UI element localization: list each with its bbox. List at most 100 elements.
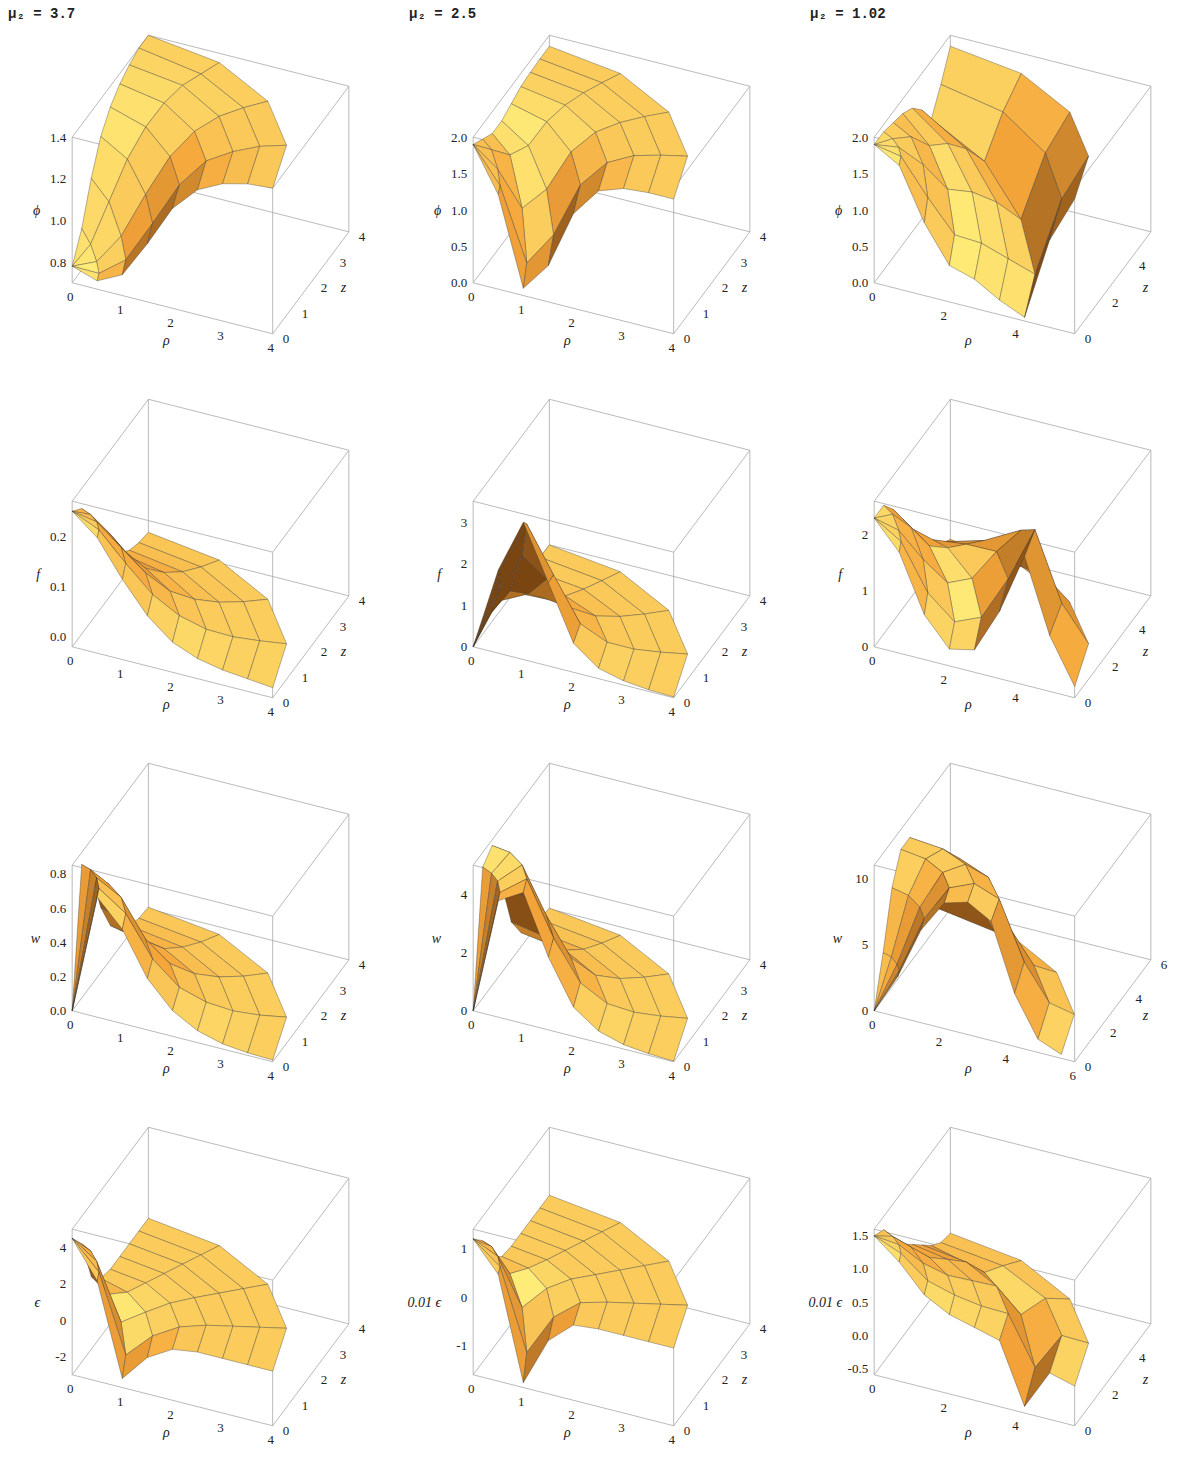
- svg-text:0: 0: [60, 1313, 67, 1328]
- svg-text:1: 1: [117, 666, 124, 681]
- svg-text:μ₂ = 3.7: μ₂ = 3.7: [8, 6, 75, 22]
- svg-text:z: z: [340, 644, 347, 659]
- svg-text:ϵ: ϵ: [35, 1295, 42, 1310]
- svg-text:1.0: 1.0: [50, 213, 66, 228]
- svg-text:2: 2: [167, 1043, 174, 1058]
- svg-text:0.2: 0.2: [50, 969, 66, 984]
- svg-text:2: 2: [167, 315, 174, 330]
- svg-text:z: z: [1142, 280, 1149, 295]
- svg-text:0: 0: [869, 1381, 876, 1396]
- svg-text:3: 3: [618, 692, 625, 707]
- svg-text:2: 2: [321, 1372, 328, 1387]
- svg-text:z: z: [741, 1372, 748, 1387]
- svg-text:2: 2: [60, 1276, 67, 1291]
- svg-text:ρ: ρ: [964, 697, 972, 712]
- svg-text:ρ: ρ: [964, 333, 972, 348]
- svg-text:2: 2: [321, 280, 328, 295]
- svg-text:0.1: 0.1: [50, 579, 66, 594]
- svg-text:0: 0: [684, 695, 691, 710]
- svg-text:3: 3: [461, 515, 468, 530]
- svg-text:4: 4: [1139, 622, 1146, 637]
- svg-text:2: 2: [568, 315, 575, 330]
- svg-text:0: 0: [1085, 1423, 1092, 1438]
- svg-text:0.8: 0.8: [50, 255, 66, 270]
- svg-text:2: 2: [461, 556, 468, 571]
- svg-text:2: 2: [862, 527, 869, 542]
- svg-text:1: 1: [117, 302, 124, 317]
- svg-text:z: z: [340, 1008, 347, 1023]
- svg-text:2: 2: [167, 679, 174, 694]
- svg-text:ρ: ρ: [964, 1425, 972, 1440]
- svg-text:0: 0: [67, 653, 74, 668]
- svg-text:2: 2: [461, 945, 468, 960]
- svg-text:0: 0: [869, 1017, 876, 1032]
- svg-text:2: 2: [722, 1008, 729, 1023]
- svg-text:10: 10: [855, 871, 868, 886]
- svg-text:0: 0: [869, 289, 876, 304]
- svg-text:-1: -1: [456, 1338, 467, 1353]
- svg-text:4: 4: [359, 229, 366, 244]
- svg-text:1.5: 1.5: [852, 1228, 868, 1243]
- svg-text:1: 1: [302, 1398, 309, 1413]
- svg-text:2: 2: [941, 1400, 948, 1415]
- svg-text:0: 0: [283, 1059, 290, 1074]
- svg-text:2: 2: [722, 280, 729, 295]
- svg-text:3: 3: [741, 619, 748, 634]
- svg-text:ϕ: ϕ: [835, 203, 842, 218]
- svg-text:w: w: [833, 931, 843, 946]
- svg-text:1: 1: [703, 1398, 710, 1413]
- svg-text:1: 1: [518, 1030, 525, 1045]
- svg-text:0: 0: [862, 639, 869, 654]
- svg-text:4: 4: [668, 340, 675, 355]
- svg-text:4: 4: [461, 887, 468, 902]
- svg-text:4: 4: [60, 1240, 67, 1255]
- svg-text:2: 2: [167, 1407, 174, 1422]
- svg-text:-0.5: -0.5: [848, 1361, 869, 1376]
- svg-text:2: 2: [722, 644, 729, 659]
- svg-text:-2: -2: [55, 1349, 66, 1364]
- svg-text:3: 3: [618, 328, 625, 343]
- svg-text:1: 1: [862, 583, 869, 598]
- svg-text:w: w: [31, 931, 41, 946]
- svg-text:0.5: 0.5: [852, 239, 868, 254]
- svg-text:2: 2: [321, 1008, 328, 1023]
- svg-text:4: 4: [1012, 690, 1019, 705]
- svg-text:2: 2: [1110, 1025, 1117, 1040]
- svg-text:4: 4: [760, 957, 767, 972]
- svg-text:0: 0: [1085, 1059, 1092, 1074]
- svg-text:4: 4: [760, 593, 767, 608]
- svg-text:0: 0: [1085, 331, 1092, 346]
- svg-text:4: 4: [1139, 1350, 1146, 1365]
- svg-text:0.8: 0.8: [50, 866, 66, 881]
- svg-text:3: 3: [340, 1347, 347, 1362]
- svg-text:1: 1: [703, 306, 710, 321]
- svg-text:3: 3: [340, 255, 347, 270]
- svg-text:4: 4: [359, 593, 366, 608]
- svg-text:1: 1: [461, 598, 468, 613]
- svg-text:4: 4: [668, 1432, 675, 1447]
- svg-text:0: 0: [461, 1290, 468, 1305]
- svg-text:z: z: [340, 1372, 347, 1387]
- svg-text:0: 0: [67, 1017, 74, 1032]
- svg-text:2: 2: [722, 1372, 729, 1387]
- svg-text:1: 1: [302, 1034, 309, 1049]
- svg-text:4: 4: [267, 1432, 274, 1447]
- svg-text:1: 1: [302, 306, 309, 321]
- svg-text:3: 3: [340, 983, 347, 998]
- svg-text:z: z: [1142, 1008, 1149, 1023]
- svg-text:0.0: 0.0: [50, 629, 66, 644]
- svg-text:4: 4: [267, 340, 274, 355]
- svg-text:1: 1: [703, 670, 710, 685]
- svg-text:f: f: [437, 567, 443, 582]
- svg-text:4: 4: [359, 957, 366, 972]
- svg-text:1: 1: [117, 1394, 124, 1409]
- svg-text:ρ: ρ: [563, 1425, 571, 1440]
- svg-text:2: 2: [1112, 1387, 1119, 1402]
- svg-text:ϕ: ϕ: [33, 203, 40, 218]
- svg-text:2: 2: [568, 1407, 575, 1422]
- svg-text:w: w: [432, 931, 442, 946]
- svg-text:4: 4: [1012, 326, 1019, 341]
- svg-text:0: 0: [1085, 695, 1092, 710]
- svg-text:4: 4: [1135, 991, 1142, 1006]
- svg-text:0: 0: [468, 1381, 475, 1396]
